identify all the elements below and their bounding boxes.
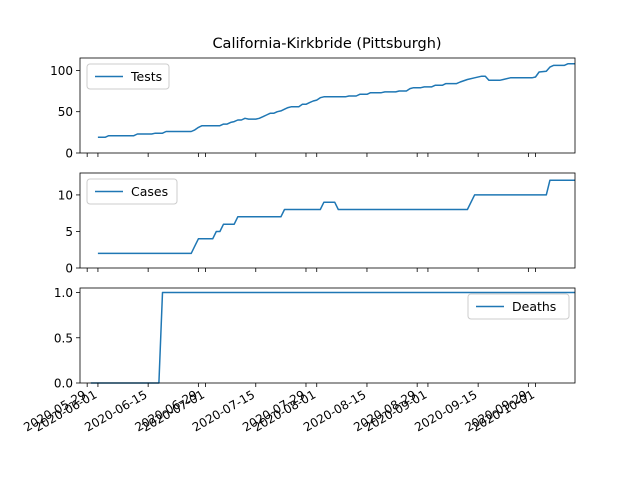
y-tick-label: 0.5 [54, 331, 73, 345]
x-tick-label: 2020-10-01 [470, 387, 537, 434]
legend-box [86, 178, 178, 205]
y-tick-label: 10 [58, 188, 73, 202]
legend: Cases [86, 178, 178, 205]
y-tick-label: 0 [65, 262, 73, 276]
axes-frame [79, 57, 576, 154]
legend-label: Cases [131, 184, 168, 199]
chart-title: California-Kirkbride (Pittsburgh) [212, 36, 441, 52]
panel-cases: 0 5 10 Cases [58, 172, 576, 276]
axes-frame [79, 172, 576, 269]
legend-label: Tests [130, 69, 162, 84]
y-tick-label: 1.0 [54, 286, 73, 300]
legend-box [467, 293, 570, 320]
y-tick-label: 100 [50, 64, 73, 78]
y-tick-label: 50 [58, 105, 73, 119]
legend-box [86, 63, 170, 90]
axes-frame [79, 287, 576, 384]
legend: Deaths [467, 293, 570, 320]
x-axis-labels: 2020-05-292020-06-012020-06-152020-06-29… [21, 387, 537, 434]
panel-tests: 0 50 100 Tests [50, 57, 576, 161]
legend: Tests [86, 63, 170, 90]
y-tick-label: 0 [65, 147, 73, 161]
legend-label: Deaths [512, 299, 556, 314]
chart-panels: 0 50 100 Tests 0 5 10 Cases 0.0 0.5 1.0 Deaths 2020-… [21, 57, 576, 434]
y-tick-label: 5 [65, 225, 73, 239]
series-line-cases [97, 179, 575, 255]
series-line-tests [97, 63, 575, 139]
y-tick-label: 0.0 [54, 377, 73, 391]
panel-deaths: 0.0 0.5 1.0 Deaths [54, 286, 576, 391]
